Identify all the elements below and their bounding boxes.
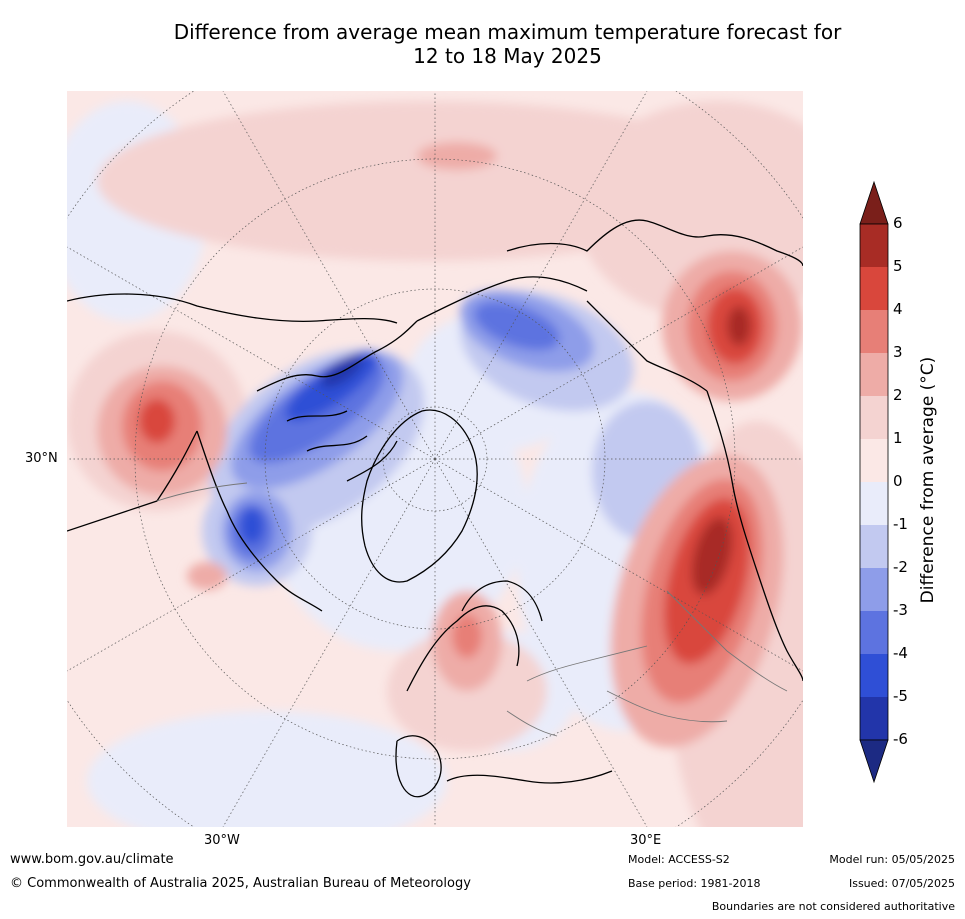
colorbar-label: Difference from average (°C) [918,356,938,604]
colorbar-extend-top [859,180,889,225]
colorbar-band-1_to_2 [860,396,888,439]
europe-coast [395,580,613,798]
colorbar-extend-bottom [859,739,889,784]
colorbar-tick-label: 6 [893,214,903,232]
colorbar-tick-label: 2 [893,386,903,404]
north-america-coast [67,293,398,612]
lon-label-left: 30°W [204,833,240,848]
colorbar-tick-label: -6 [893,730,908,748]
country-borders [156,482,788,737]
eurasia-coast [416,219,803,392]
colorbar-band-3_to_4 [860,310,888,353]
colorbar-tick-label: 5 [893,257,903,275]
model-text: Model: ACCESS-S2 [628,853,730,866]
canadian-archipelago-coast [256,320,418,482]
anomaly-fields [67,101,803,827]
lat-label-left: 30°N [25,451,58,466]
map-title-line1: Difference from average mean maximum tem… [173,20,842,44]
colorbar-tick-label: -3 [893,601,908,619]
colorbar-band-4_to_5 [860,267,888,310]
colorbar-band-5_to_6 [860,224,888,267]
colorbar-band-2_to_3 [860,353,888,396]
issued-text: Issued: 07/05/2025 [848,877,955,890]
map-svg [67,91,803,827]
colorbar-tick-label: -4 [893,644,908,662]
copyright-text: © Commonwealth of Australia 2025, Austra… [10,876,471,891]
colorbar-tick-label: -1 [893,515,908,533]
colorbar [859,180,889,784]
graticule [67,91,803,827]
colorbar-tick-label: 3 [893,343,903,361]
coastlines [67,219,803,798]
colorbar-tick-label: 1 [893,429,903,447]
temperature-anomaly-map [67,91,803,827]
map-title-line2: 12 to 18 May 2025 [413,44,602,68]
greenland-coast [361,409,478,583]
model-run-text: Model run: 05/05/2025 [829,853,955,866]
colorbar-tick-label: -5 [893,687,908,705]
asia-coast [706,390,803,682]
colorbar-tick-label: 0 [893,472,903,490]
colorbar-band-0_to_1 [860,439,888,482]
colorbar-tick-label: 4 [893,300,903,318]
lon-label-right: 30°E [630,833,662,848]
colorbar-band-m4_to_m3 [860,611,888,654]
disclaimer-text: Boundaries are not considered authoritat… [711,900,955,913]
colorbar-bands [859,180,889,784]
colorbar-band-m2_to_m1 [860,525,888,568]
colorbar-tick-label: -2 [893,558,908,576]
colorbar-band-m1_to_0 [860,482,888,525]
colorbar-band-m6_to_m5 [860,697,888,740]
base-period-text: Base period: 1981-2018 [628,877,761,890]
map-title: Difference from average mean maximum tem… [60,20,955,68]
colorbar-band-m3_to_m2 [860,568,888,611]
colorbar-band-m5_to_m4 [860,654,888,697]
website-link[interactable]: www.bom.gov.au/climate [10,852,174,867]
